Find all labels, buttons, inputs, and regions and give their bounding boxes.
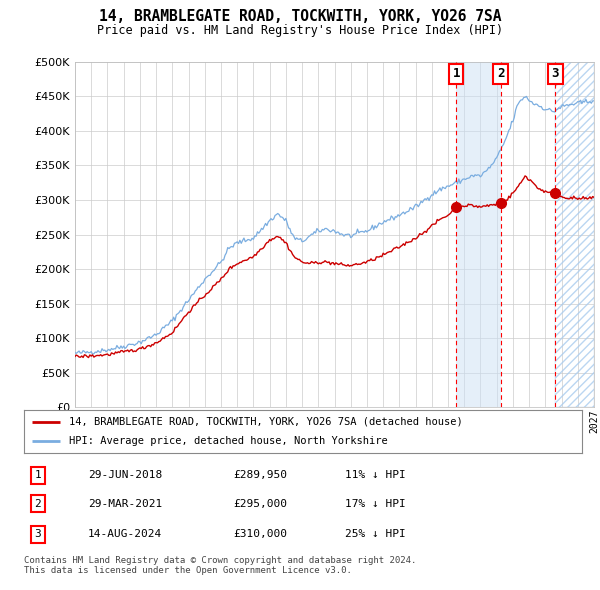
Text: 2: 2 — [35, 499, 41, 509]
Text: £295,000: £295,000 — [233, 499, 287, 509]
Text: 29-JUN-2018: 29-JUN-2018 — [88, 470, 163, 480]
Bar — [556, 62, 594, 407]
Text: 1: 1 — [452, 67, 460, 80]
Text: 14-AUG-2024: 14-AUG-2024 — [88, 529, 163, 539]
Text: 14, BRAMBLEGATE ROAD, TOCKWITH, YORK, YO26 7SA (detached house): 14, BRAMBLEGATE ROAD, TOCKWITH, YORK, YO… — [68, 417, 463, 427]
Text: 3: 3 — [551, 67, 559, 80]
Text: £310,000: £310,000 — [233, 529, 287, 539]
Text: 3: 3 — [35, 529, 41, 539]
Text: 14, BRAMBLEGATE ROAD, TOCKWITH, YORK, YO26 7SA: 14, BRAMBLEGATE ROAD, TOCKWITH, YORK, YO… — [99, 9, 501, 24]
Text: 1: 1 — [35, 470, 41, 480]
Text: £289,950: £289,950 — [233, 470, 287, 480]
Text: 17% ↓ HPI: 17% ↓ HPI — [345, 499, 406, 509]
Bar — [456, 62, 501, 407]
Text: 11% ↓ HPI: 11% ↓ HPI — [345, 470, 406, 480]
Text: HPI: Average price, detached house, North Yorkshire: HPI: Average price, detached house, Nort… — [68, 437, 388, 447]
Text: 25% ↓ HPI: 25% ↓ HPI — [345, 529, 406, 539]
Text: Price paid vs. HM Land Registry's House Price Index (HPI): Price paid vs. HM Land Registry's House … — [97, 24, 503, 37]
Text: 2: 2 — [497, 67, 505, 80]
Text: 29-MAR-2021: 29-MAR-2021 — [88, 499, 163, 509]
Text: Contains HM Land Registry data © Crown copyright and database right 2024.
This d: Contains HM Land Registry data © Crown c… — [24, 556, 416, 575]
